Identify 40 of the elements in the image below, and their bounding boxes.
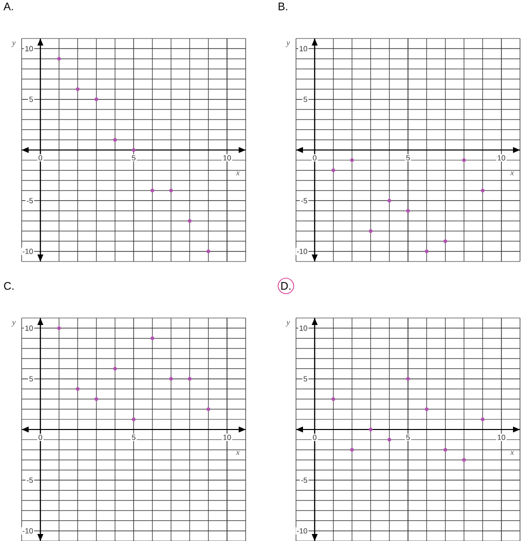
point: [406, 208, 410, 213]
point: [94, 97, 98, 102]
point: [94, 397, 98, 401]
point: [331, 168, 336, 172]
point: [150, 336, 154, 340]
point: [188, 376, 192, 381]
point: [462, 158, 466, 162]
point: [76, 387, 80, 391]
chart-title: B.: [278, 2, 288, 10]
point: [424, 249, 429, 254]
chart-title: A.: [4, 2, 13, 10]
point: [443, 239, 448, 244]
point: [331, 397, 336, 401]
point: [132, 417, 136, 422]
point: [350, 448, 354, 452]
point: [368, 229, 373, 233]
point: [113, 366, 117, 371]
point: [406, 376, 410, 381]
point: [132, 148, 136, 152]
point: [169, 188, 173, 192]
point: [368, 428, 373, 432]
point: [424, 407, 429, 412]
point: [76, 87, 80, 92]
point: [169, 376, 173, 381]
point: [150, 188, 154, 192]
point: [480, 188, 485, 192]
chart-title: D.: [281, 282, 290, 290]
point: [387, 438, 392, 442]
point: [387, 198, 392, 203]
chart-title: C.: [4, 282, 14, 290]
point: [57, 56, 61, 61]
point: [188, 219, 192, 223]
point: [480, 417, 485, 422]
point: [113, 138, 117, 142]
point: [443, 448, 448, 452]
point: [206, 407, 210, 412]
point: [206, 249, 210, 254]
point: [462, 458, 466, 462]
point: [350, 158, 354, 162]
point: [57, 326, 61, 330]
